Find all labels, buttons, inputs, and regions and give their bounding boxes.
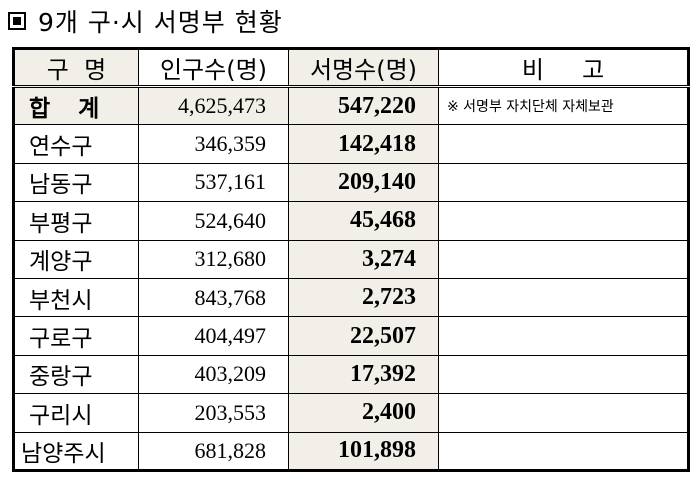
row-population: 346,359 [138, 124, 289, 164]
table-row: 구로구 404,497 22,507 [13, 316, 689, 356]
row-remarks [438, 431, 689, 472]
table-header-row: 구 명 인구수(명) 서명수(명) 비 고 [13, 48, 689, 88]
filled-square-icon [8, 12, 26, 30]
row-population: 537,161 [138, 162, 289, 203]
page-title: 9개 구·시 서명부 현황 [8, 4, 283, 38]
row-signatures: 22,507 [288, 316, 439, 356]
row-name: 구리시 [13, 393, 139, 433]
row-name: 구로구 [13, 316, 139, 356]
row-name: 남동구 [13, 162, 139, 203]
page-title-text: 9개 구·시 서명부 현황 [38, 8, 283, 37]
row-name: 연수구 [13, 124, 139, 164]
header-signatures: 서명수(명) [288, 48, 439, 88]
row-signatures: 101,898 [288, 431, 439, 472]
row-population: 203,553 [138, 393, 289, 433]
row-signatures: 45,468 [288, 201, 439, 241]
table-row: 부천시 843,768 2,723 [13, 277, 689, 318]
table-row: 중랑구 403,209 17,392 [13, 354, 689, 395]
row-name: 남양주시 [13, 431, 139, 472]
row-remarks [438, 124, 689, 164]
row-population: 312,680 [138, 239, 289, 279]
row-remarks [438, 162, 689, 203]
total-remarks: ※ 서명부 자치단체 자체보관 [438, 85, 689, 126]
row-remarks [438, 277, 689, 318]
row-remarks [438, 354, 689, 395]
row-remarks [438, 316, 689, 356]
row-population: 403,209 [138, 354, 289, 395]
row-remarks [438, 201, 689, 241]
table-row: 계양구 312,680 3,274 [13, 239, 689, 279]
total-row: 합 계 4,625,473 547,220 ※ 서명부 자치단체 자체보관 [13, 85, 689, 126]
table-row: 부평구 524,640 45,468 [13, 201, 689, 241]
row-signatures: 17,392 [288, 354, 439, 395]
total-population: 4,625,473 [138, 85, 289, 126]
table-row: 연수구 346,359 142,418 [13, 124, 689, 164]
row-remarks [438, 393, 689, 433]
row-signatures: 3,274 [288, 239, 439, 279]
total-label: 합 계 [13, 85, 139, 126]
row-signatures: 2,723 [288, 277, 439, 318]
row-signatures: 209,140 [288, 162, 439, 203]
header-name: 구 명 [13, 48, 139, 88]
row-name: 부천시 [13, 277, 139, 318]
table-row: 남양주시 681,828 101,898 [13, 431, 689, 472]
row-remarks [438, 239, 689, 279]
table-row: 구리시 203,553 2,400 [13, 393, 689, 433]
row-population: 681,828 [138, 431, 289, 472]
row-name: 중랑구 [13, 354, 139, 395]
row-signatures: 142,418 [288, 124, 439, 164]
row-signatures: 2,400 [288, 393, 439, 433]
signature-status-table: 구 명 인구수(명) 서명수(명) 비 고 합 계 4,625,473 547,… [12, 47, 690, 472]
row-population: 404,497 [138, 316, 289, 356]
row-population: 524,640 [138, 201, 289, 241]
row-name: 계양구 [13, 239, 139, 279]
total-signatures: 547,220 [288, 85, 439, 126]
table-row: 남동구 537,161 209,140 [13, 162, 689, 203]
row-name: 부평구 [13, 201, 139, 241]
row-population: 843,768 [138, 277, 289, 318]
header-population: 인구수(명) [138, 48, 289, 88]
header-remarks: 비 고 [438, 48, 689, 88]
